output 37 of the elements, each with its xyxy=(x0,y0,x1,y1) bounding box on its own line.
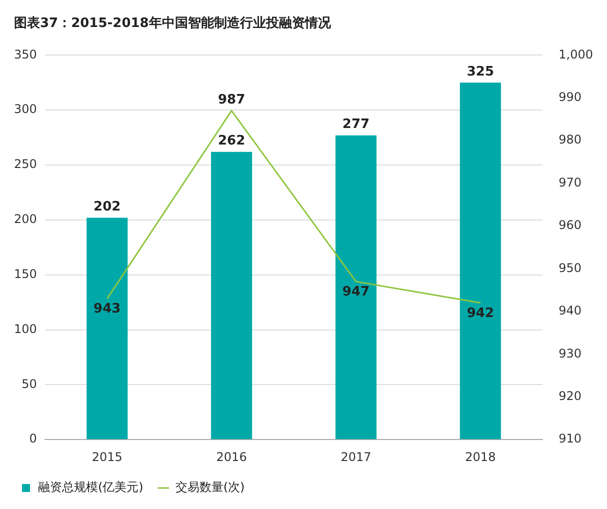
y-tick-label: 250 xyxy=(14,157,37,172)
x-tick-label: 2017 xyxy=(340,450,372,464)
y-tick-label: 200 xyxy=(14,212,37,226)
data-label: 277 xyxy=(342,117,370,132)
y-tick-label: 150 xyxy=(14,266,37,281)
chart-title: 图表37：2015-2018年中国智能制造行业投融资情况 xyxy=(13,15,332,33)
data-label: 262 xyxy=(218,134,246,149)
y2-tick-label: 1,000 xyxy=(558,47,594,62)
y2-tick-label: 950 xyxy=(558,260,582,275)
y2-tick-label: 990 xyxy=(558,90,582,104)
y-tick-label: 0 xyxy=(29,432,37,446)
data-label: 943 xyxy=(94,302,121,317)
y2-tick-label: 960 xyxy=(558,218,582,232)
y2-tick-label: 970 xyxy=(558,175,582,190)
y2-tick-label: 920 xyxy=(558,389,582,404)
bar xyxy=(86,218,128,440)
legend-label: 交易数量(次) xyxy=(175,480,245,494)
data-label: 947 xyxy=(342,284,370,300)
data-label: 325 xyxy=(466,64,494,80)
y-tick-label: 300 xyxy=(14,102,37,116)
bar xyxy=(460,82,501,440)
y2-tick-label: 930 xyxy=(558,346,582,360)
x-tick-label: 2016 xyxy=(216,450,247,464)
data-label: 942 xyxy=(466,306,494,321)
y-tick-label: 350 xyxy=(14,47,37,62)
data-label: 987 xyxy=(218,92,246,108)
y-tick-label: 100 xyxy=(14,322,37,336)
legend-label: 融资总规模(亿美元) xyxy=(38,480,144,494)
x-tick-label: 2018 xyxy=(465,450,496,464)
bar xyxy=(335,135,377,440)
y-tick-label: 50 xyxy=(22,376,37,391)
x-tick-label: 2015 xyxy=(92,450,122,464)
bar xyxy=(211,152,252,440)
y2-tick-label: 980 xyxy=(558,132,582,147)
data-label: 202 xyxy=(94,200,121,215)
y2-tick-label: 910 xyxy=(558,432,582,446)
y2-tick-label: 940 xyxy=(558,304,582,318)
